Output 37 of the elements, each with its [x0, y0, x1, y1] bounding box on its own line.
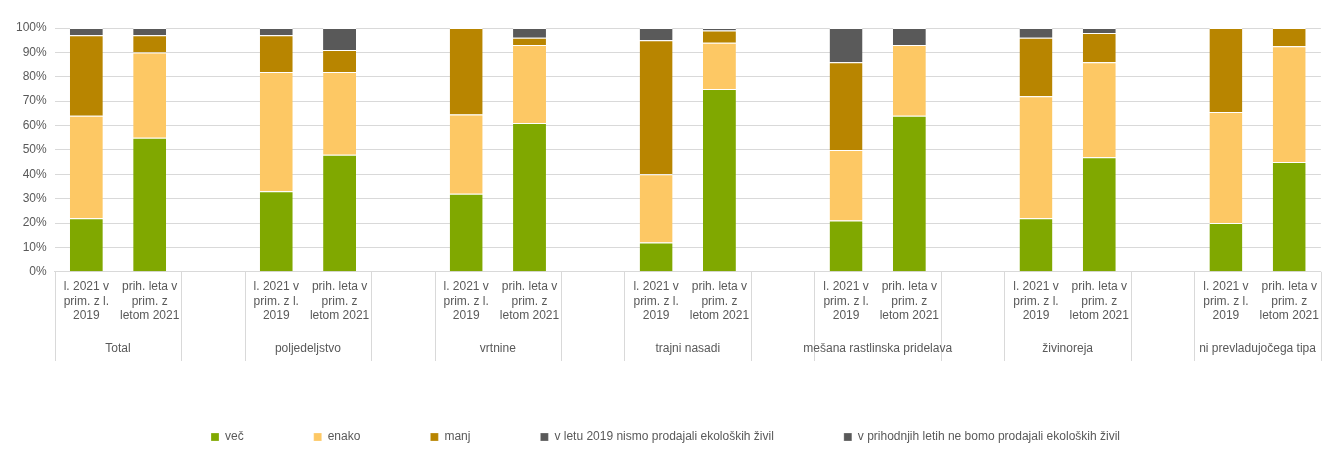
text: poljedeljstvo: [274, 341, 342, 356]
y-tick-label: 10%: [22, 239, 48, 254]
y-tick-label: 0%: [29, 264, 48, 279]
x-tick-label: l. 2021 v prim. z l. 2019: [633, 279, 679, 323]
legend-label: v letu 2019 nismo prodajali ekoloških živil: [554, 429, 774, 444]
y-tick-label: 70%: [22, 93, 48, 108]
x-tick-label: l. 2021 v prim. z l. 2019: [443, 279, 489, 323]
y-tick-label: 20%: [22, 215, 48, 230]
text: ni prevladujočega tipa: [1199, 341, 1317, 356]
text: Total: [105, 341, 131, 356]
x-tick-label: prih. leta v prim. z letom 2021: [1259, 279, 1320, 323]
y-tick-label: 100%: [15, 20, 48, 35]
x-tick-label: l. 2021 v prim. z l. 2019: [253, 279, 299, 323]
x-tick-label: l. 2021 v prim. z l. 2019: [63, 279, 110, 323]
text: živinoreja: [1042, 341, 1094, 356]
x-tick-label: prih. leta v prim. z letom 2021: [499, 279, 560, 323]
legend-label: enako: [327, 429, 361, 444]
legend-label: manj: [444, 429, 471, 444]
x-tick-label: prih. leta v prim. z letom 2021: [309, 279, 370, 323]
text: vrtnine: [479, 341, 517, 356]
x-tick-label: prih. leta v prim. z letom 2021: [879, 279, 940, 323]
y-tick-label: 50%: [22, 142, 48, 157]
y-tick-label: 90%: [22, 44, 48, 59]
x-tick-label: l. 2021 v prim. z l. 2019: [1013, 279, 1059, 323]
y-tick-label: 80%: [22, 69, 48, 84]
legend-label: v prihodnjih letih ne bomo prodajali ekoloških živil: [857, 429, 1120, 444]
legend-label: več: [225, 429, 244, 444]
y-tick-label: 40%: [22, 166, 48, 181]
y-tick-label: 30%: [22, 190, 48, 205]
x-tick-label: prih. leta v prim. z letom 2021: [119, 279, 180, 323]
x-tick-label: l. 2021 v prim. z l. 2019: [1203, 279, 1249, 323]
y-tick-label: 60%: [22, 117, 48, 132]
x-tick-label: prih. leta v prim. z letom 2021: [1069, 279, 1130, 323]
x-tick-label: prih. leta v prim. z letom 2021: [689, 279, 750, 323]
text: mešana rastlinska pridelava: [803, 341, 953, 356]
text: trajni nasadi: [655, 341, 721, 356]
x-tick-label: l. 2021 v prim. z l. 2019: [823, 279, 869, 323]
